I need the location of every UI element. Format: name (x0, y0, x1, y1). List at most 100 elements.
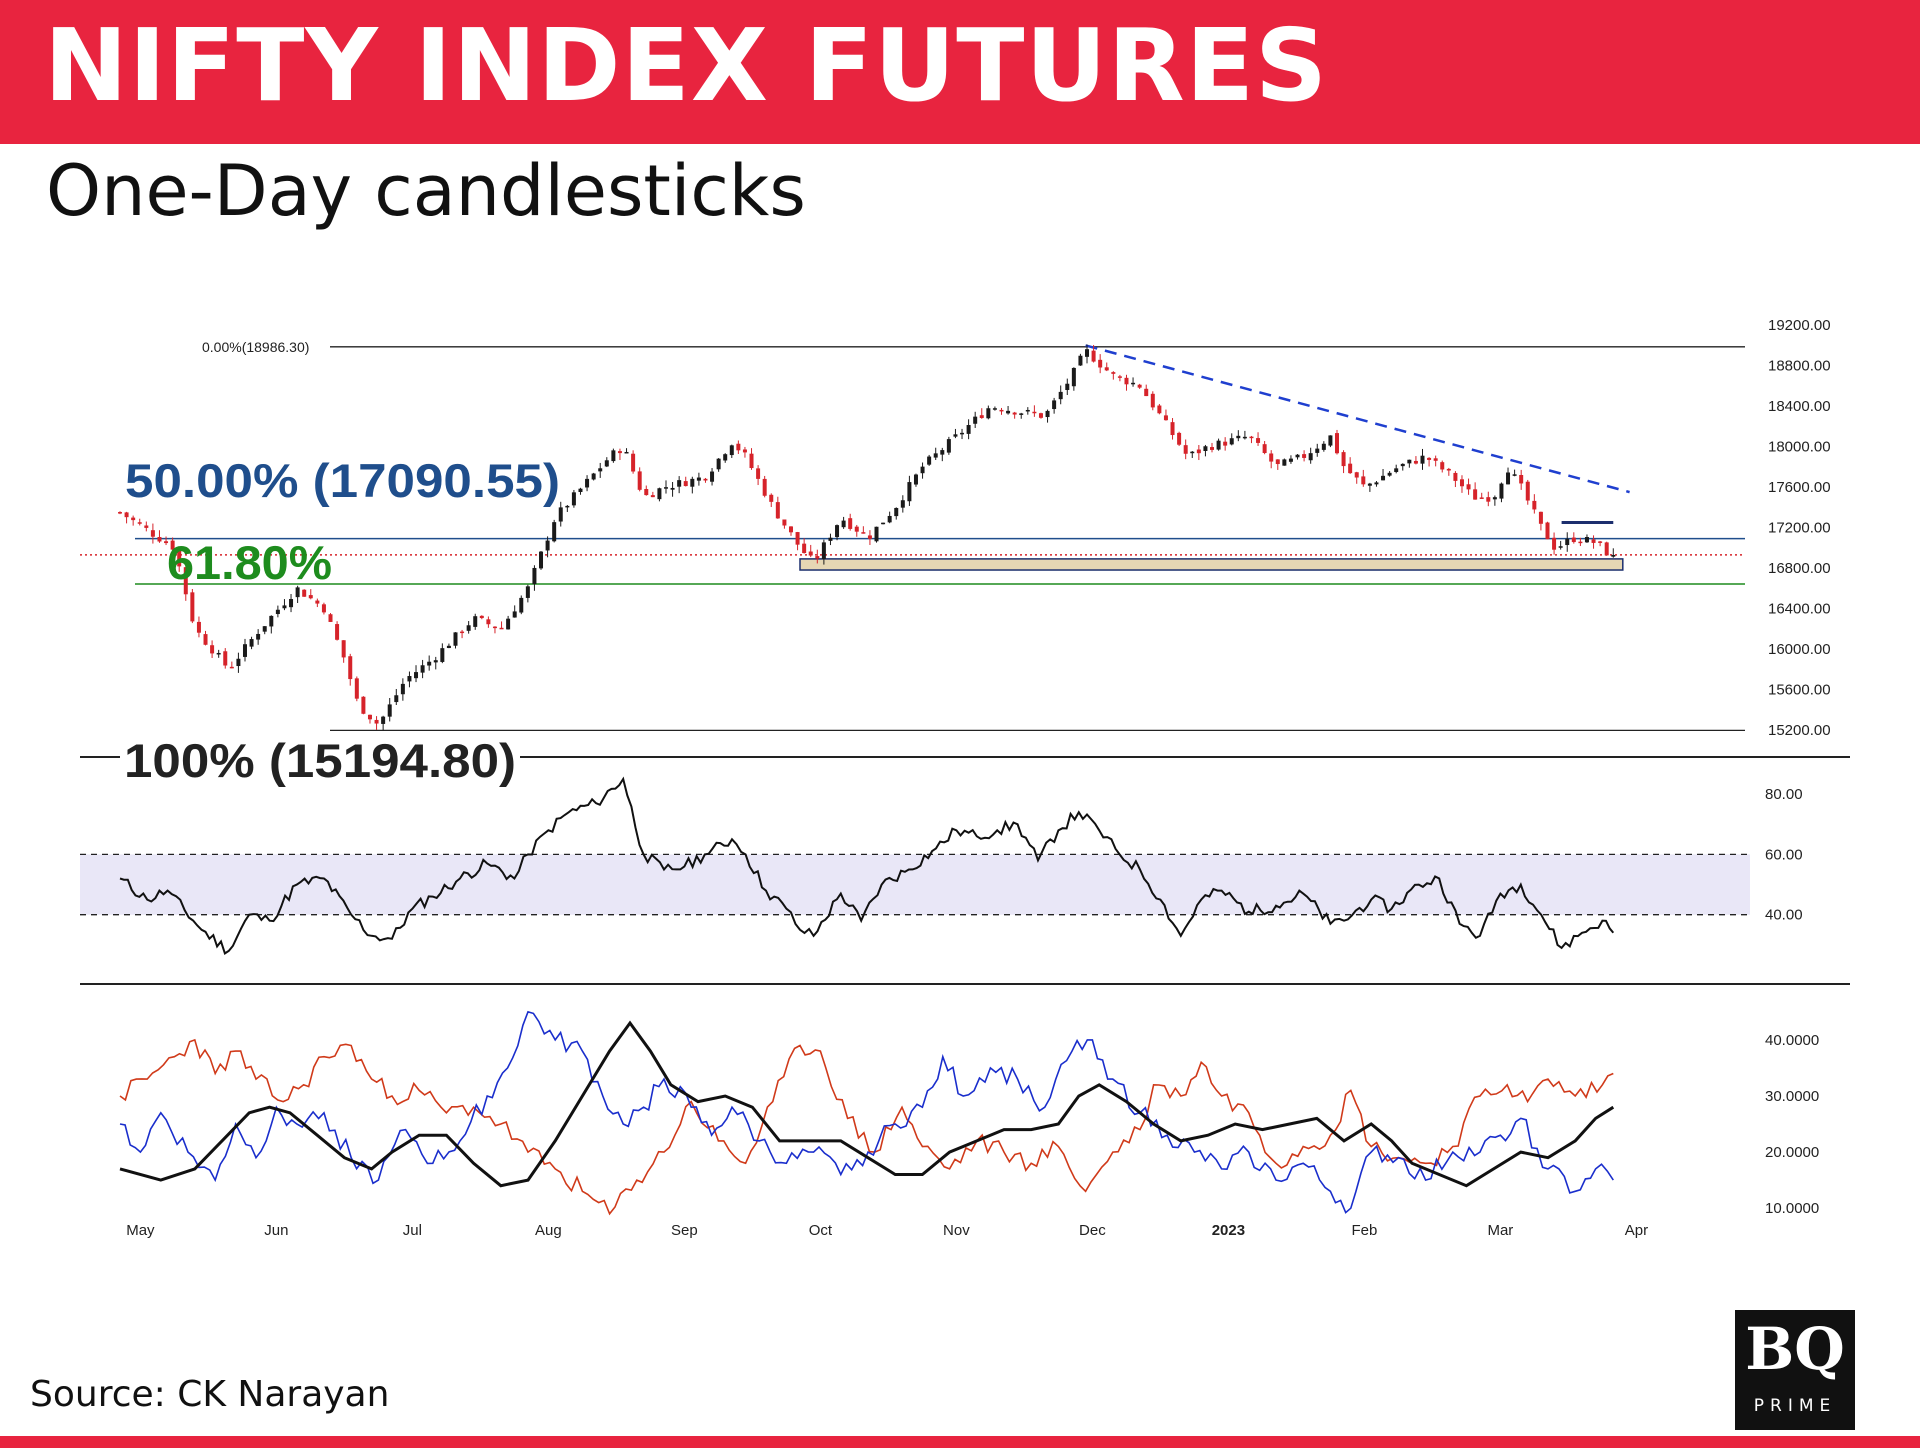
bq-prime-logo: BQ PRIME (1735, 1310, 1855, 1430)
candle-body (1308, 453, 1313, 461)
candle-body (854, 526, 859, 532)
candle (473, 613, 478, 630)
candle-body (900, 500, 905, 508)
candle (203, 630, 208, 646)
candle (1288, 455, 1293, 464)
candle-body (302, 589, 307, 597)
candle (1584, 534, 1589, 543)
candle (341, 640, 346, 663)
candle (552, 519, 557, 543)
candle-body (1354, 472, 1359, 478)
candle (1144, 384, 1149, 397)
candle (223, 648, 228, 669)
candle (1196, 445, 1201, 461)
candle (946, 436, 951, 455)
price-tick-label: 16000.00 (1768, 641, 1831, 658)
candle (394, 688, 399, 705)
candle-body (512, 611, 517, 618)
candle (821, 539, 826, 565)
candle-body (881, 522, 886, 525)
candle (657, 487, 662, 502)
candle (282, 599, 287, 611)
candle-body (1091, 350, 1096, 362)
x-tick-label: Mar (1487, 1222, 1513, 1239)
price-tick-label: 17600.00 (1768, 479, 1831, 496)
candle-body (1216, 440, 1221, 450)
candle-body (1032, 411, 1037, 414)
candle-body (670, 487, 675, 490)
candle-body (874, 526, 879, 542)
candle-body (289, 598, 294, 608)
candle-body (907, 482, 912, 502)
candle (1032, 405, 1037, 417)
candle (881, 522, 886, 525)
candle (492, 626, 497, 634)
candle (1203, 444, 1208, 457)
candle (1499, 482, 1504, 503)
candle-body (229, 666, 234, 669)
price-tick-label: 15200.00 (1768, 722, 1831, 739)
candle-body (1295, 454, 1300, 458)
rsi-tick-label: 80.00 (1765, 786, 1803, 803)
candle (1242, 430, 1247, 440)
candle-body (1486, 497, 1491, 502)
candle (137, 518, 142, 526)
candle-body (756, 468, 761, 479)
candle-body (769, 494, 774, 502)
candle-body (137, 522, 142, 524)
candle-body (1150, 393, 1155, 408)
candle-body (1242, 436, 1247, 439)
candle-body (433, 660, 438, 663)
candle (664, 480, 669, 494)
candle (1367, 482, 1372, 492)
candle-body (1440, 462, 1445, 470)
candle (1295, 454, 1300, 460)
rsi-band (80, 854, 1750, 915)
candle-body (177, 550, 182, 567)
candle (1532, 494, 1537, 514)
x-tick-label: Aug (535, 1222, 562, 1239)
candle-body (585, 478, 590, 488)
candle-body (183, 567, 188, 595)
candle (1065, 378, 1070, 395)
candle (328, 613, 333, 622)
candle-body (473, 616, 478, 627)
candle-body (492, 626, 497, 629)
candle-body (637, 471, 642, 490)
candle-body (387, 704, 392, 717)
candle-body (690, 478, 695, 487)
candle-body (578, 488, 583, 492)
candle (1137, 383, 1142, 389)
candle (519, 595, 524, 615)
candle (933, 447, 938, 460)
candle-body (131, 517, 136, 521)
candle (420, 659, 425, 679)
candle-body (664, 487, 669, 489)
candle (1275, 459, 1280, 470)
fib-100-label: 100% (15194.80) (124, 734, 516, 787)
candle (1578, 537, 1583, 547)
candle (617, 448, 622, 461)
candle-body (920, 466, 925, 474)
candle-body (210, 645, 215, 654)
candle-body (1131, 382, 1136, 385)
candle-body (499, 627, 504, 630)
candle-body (604, 460, 609, 467)
candle (973, 411, 978, 428)
candle (539, 550, 544, 570)
candle (1565, 532, 1570, 552)
candle-body (1591, 539, 1596, 543)
candle-body (1433, 458, 1438, 461)
candle (1479, 492, 1484, 499)
candle (1006, 405, 1011, 415)
candle (558, 501, 563, 527)
candle (321, 602, 326, 615)
candle (874, 526, 879, 543)
candle (1519, 469, 1524, 490)
candle (1571, 532, 1576, 544)
candle-body (354, 678, 359, 699)
candle-body (913, 474, 918, 485)
candle (157, 530, 162, 543)
candle-body (861, 532, 866, 534)
candle-body (1558, 546, 1563, 548)
